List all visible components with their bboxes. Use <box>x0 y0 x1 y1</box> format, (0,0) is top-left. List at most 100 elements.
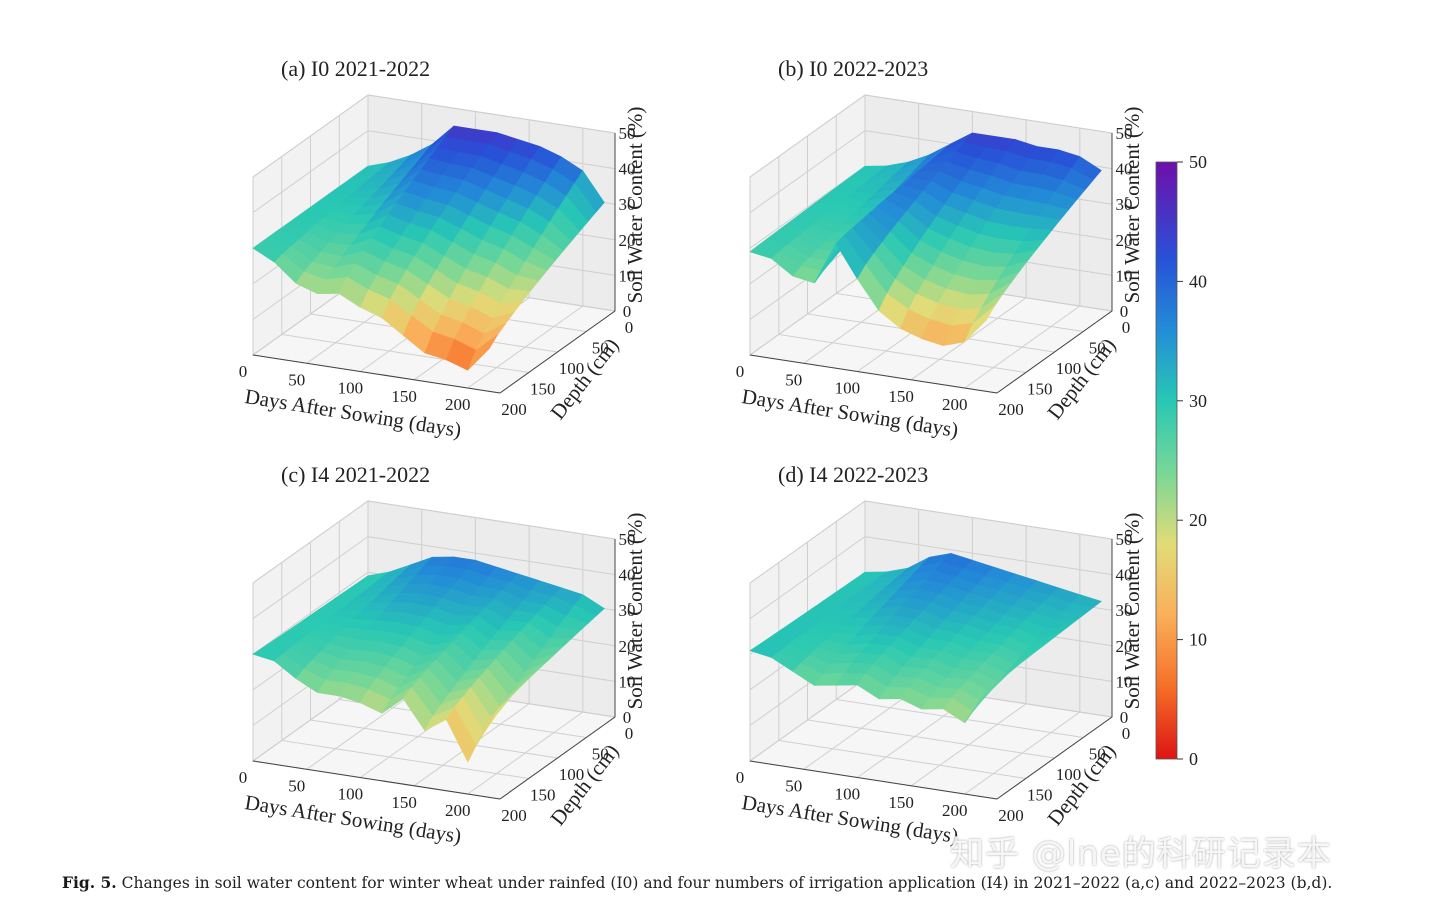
z-tick-label: 40 <box>619 566 636 585</box>
depth-axis-line <box>996 310 1113 394</box>
x-tick-label: 50 <box>288 370 305 389</box>
z-axis-label: Soil Water Content (%) <box>623 513 647 710</box>
depth-tick-label: 150 <box>1027 380 1053 399</box>
z-tick-label: 50 <box>619 124 636 143</box>
z-tick-label: 10 <box>619 266 636 285</box>
colorbar-tick-label: 10 <box>1189 630 1207 650</box>
depth-tick-label: 150 <box>530 380 556 399</box>
x-tick-label: 100 <box>338 785 364 804</box>
depth-axis-line <box>499 716 616 800</box>
z-axis-label: Soil Water Content (%) <box>1120 513 1144 710</box>
panel-title: (b) I0 2022-2023 <box>778 56 928 81</box>
panel-title: (c) I4 2021-2022 <box>281 462 430 487</box>
z-tick-label: 20 <box>619 231 636 250</box>
z-tick-label: 10 <box>1116 672 1133 691</box>
z-tick-label: 10 <box>1116 266 1133 285</box>
depth-tick-label: 50 <box>592 745 609 764</box>
z-tick-label: 50 <box>1116 124 1133 143</box>
panel-title: (a) I0 2021-2022 <box>281 56 430 81</box>
gridline <box>749 536 1113 620</box>
x-tick-label: 100 <box>338 379 364 398</box>
z-axis-label: Soil Water Content (%) <box>1120 107 1144 304</box>
colorbar-tick-label: 30 <box>1189 391 1207 411</box>
colorbar-tick-label: 20 <box>1189 510 1207 530</box>
surface-facet <box>964 305 995 343</box>
depth-tick-label: 100 <box>559 765 585 784</box>
z-tick-label: 0 <box>623 708 632 727</box>
x-tick-label: 150 <box>391 387 417 406</box>
z-tick-label: 30 <box>619 195 636 214</box>
x-tick-label: 200 <box>942 395 968 414</box>
depth-tick-label: 200 <box>998 400 1024 419</box>
depth-tick-label: 50 <box>1089 745 1106 764</box>
z-tick-label: 30 <box>1116 601 1133 620</box>
depth-tick-label: 200 <box>998 806 1024 825</box>
x-tick-label: 50 <box>785 776 802 795</box>
x-tick-label: 50 <box>785 370 802 389</box>
colorbar: 0 10 20 30 40 50 <box>1155 152 1207 769</box>
x-tick-label: 0 <box>239 768 248 787</box>
x-axis-line <box>252 354 501 394</box>
surface-facet <box>467 334 498 371</box>
surface-facet <box>467 709 498 763</box>
x-tick-label: 100 <box>835 785 861 804</box>
figure-caption: Fig. 5. Changes in soil water content fo… <box>62 873 1432 892</box>
gridline <box>252 536 616 620</box>
x-tick-label: 200 <box>445 801 471 820</box>
gridline <box>749 500 1113 584</box>
x-axis-line <box>749 354 998 394</box>
watermark: 知乎 @lne的科研记录本 <box>950 834 1332 874</box>
z-tick-label: 0 <box>1120 302 1129 321</box>
depth-tick-label: 100 <box>559 359 585 378</box>
z-tick-label: 40 <box>1116 566 1133 585</box>
depth-tick-label: 0 <box>1122 724 1131 743</box>
x-tick-label: 50 <box>288 776 305 795</box>
x-tick-label: 150 <box>391 793 417 812</box>
panel-title: (d) I4 2022-2023 <box>778 462 928 487</box>
x-tick-label: 0 <box>239 362 248 381</box>
gridline <box>252 500 616 584</box>
z-tick-label: 50 <box>1116 530 1133 549</box>
x-tick-label: 0 <box>736 768 745 787</box>
surface-facet <box>964 683 995 723</box>
caption-label: Fig. 5. <box>62 873 117 892</box>
depth-tick-label: 200 <box>501 806 527 825</box>
colorbar-tick-label: 0 <box>1189 749 1198 769</box>
depth-tick-label: 150 <box>530 786 556 805</box>
caption-text: Changes in soil water content for winter… <box>121 874 1333 892</box>
z-tick-label: 20 <box>1116 637 1133 656</box>
gridline <box>252 94 616 178</box>
z-tick-label: 10 <box>619 672 636 691</box>
z-tick-label: 20 <box>1116 231 1133 250</box>
x-tick-label: 0 <box>736 362 745 381</box>
colorbar-tick-label: 40 <box>1189 271 1207 291</box>
depth-tick-label: 150 <box>1027 786 1053 805</box>
x-tick-label: 100 <box>835 379 861 398</box>
z-tick-label: 0 <box>1120 708 1129 727</box>
depth-tick-label: 200 <box>501 400 527 419</box>
x-tick-label: 200 <box>942 801 968 820</box>
x-tick-label: 150 <box>888 793 914 812</box>
z-tick-label: 30 <box>619 601 636 620</box>
gridline <box>749 94 1113 178</box>
depth-tick-label: 50 <box>592 339 609 358</box>
z-axis-label: Soil Water Content (%) <box>623 107 647 304</box>
z-tick-label: 20 <box>619 637 636 656</box>
depth-tick-label: 100 <box>1056 359 1082 378</box>
depth-tick-label: 50 <box>1089 339 1106 358</box>
depth-tick-label: 100 <box>1056 765 1082 784</box>
x-axis-line <box>749 760 998 800</box>
z-tick-label: 40 <box>1116 160 1133 179</box>
depth-tick-label: 0 <box>625 724 634 743</box>
z-tick-label: 50 <box>619 530 636 549</box>
x-tick-label: 150 <box>888 387 914 406</box>
depth-axis-line <box>499 310 616 394</box>
x-tick-label: 200 <box>445 395 471 414</box>
depth-tick-label: 0 <box>1122 318 1131 337</box>
z-tick-label: 0 <box>623 302 632 321</box>
